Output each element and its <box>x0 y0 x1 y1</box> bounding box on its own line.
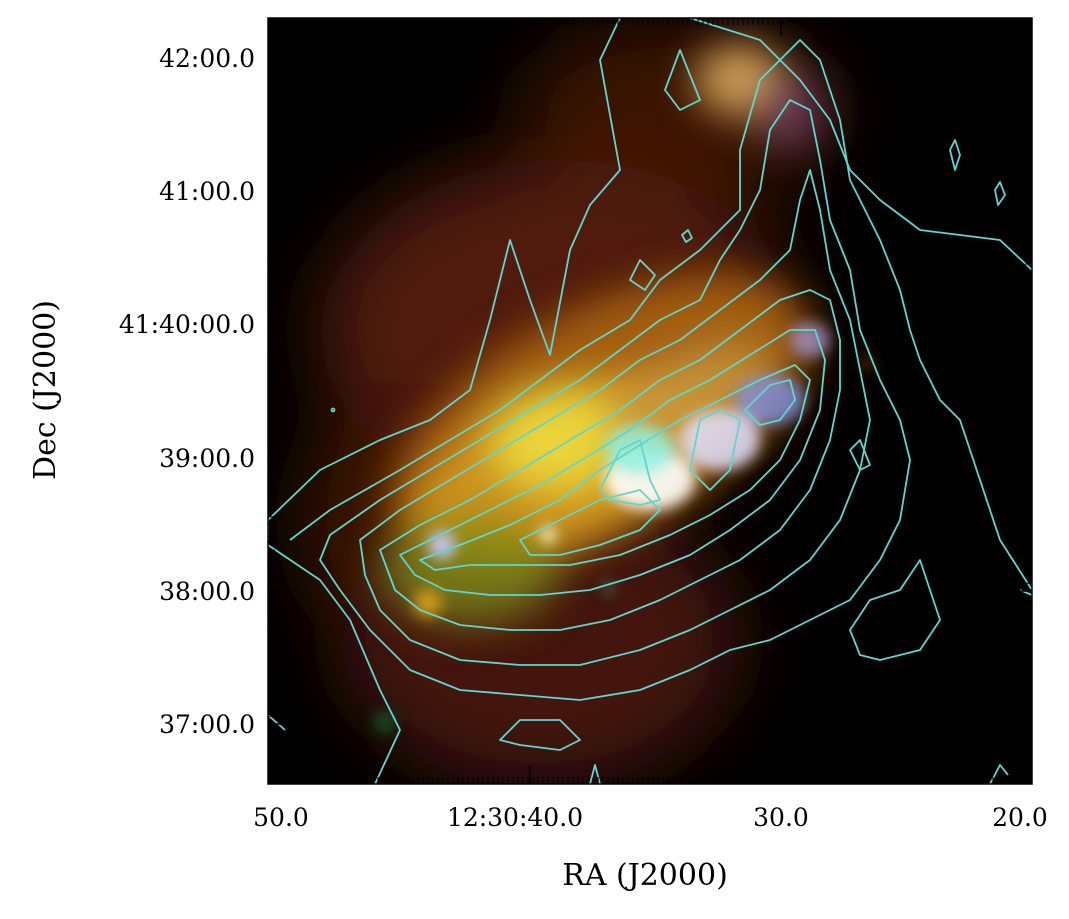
x-tick-label: 30.0 <box>753 803 809 832</box>
y-tick-label: 39:00.0 <box>159 444 255 473</box>
y-tick-label: 42:00.0 <box>159 44 255 73</box>
x-tick-label: 50.0 <box>253 803 309 832</box>
y-tick-label: 41:00.0 <box>159 177 255 206</box>
plot-frame <box>267 17 1033 785</box>
bright-knots <box>373 322 873 734</box>
x-tick-label: 12:30:40.0 <box>447 803 583 832</box>
axis-ticks <box>267 17 1032 784</box>
x-axis-title: RA (J2000) <box>562 858 728 893</box>
x-tick-label: 20.0 <box>992 803 1048 832</box>
major-ticks <box>268 18 1032 784</box>
y-tick-label: 41:40:00.0 <box>119 310 255 339</box>
y-axis-title: Dec (J2000) <box>28 300 63 480</box>
y-tick-label: 38:00.0 <box>159 577 255 606</box>
false-color-image <box>268 18 1032 784</box>
y-tick-label: 37:00.0 <box>159 710 255 739</box>
